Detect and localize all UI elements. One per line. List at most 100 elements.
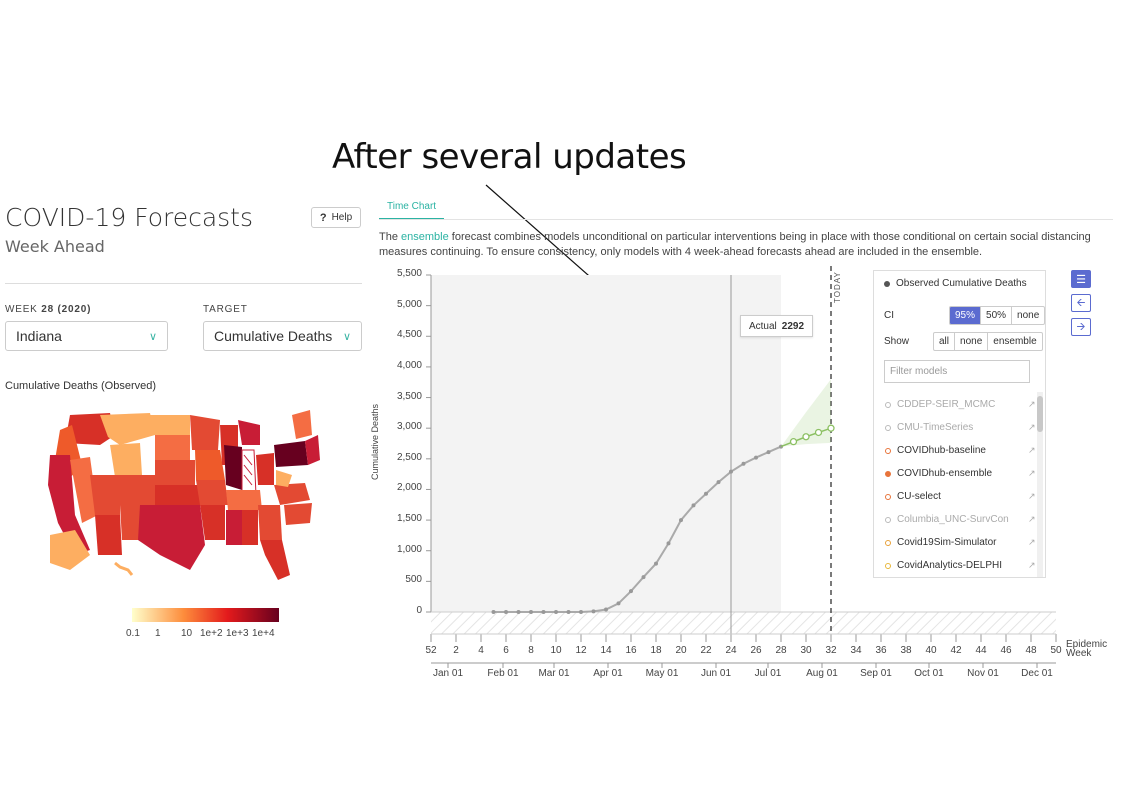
state-region[interactable] [200,505,225,540]
description-text: forecast combines models unconditional o… [379,231,1091,258]
state-region[interactable] [195,450,225,480]
scrollbar-thumb[interactable] [1037,396,1043,432]
state-region-alaska[interactable] [50,530,90,570]
state-region[interactable] [70,457,98,523]
show-button-group: all none ensemble [933,332,1043,351]
today-label: TODAY [833,271,842,303]
state-region-hawaii[interactable] [114,561,134,576]
show-ensemble-button[interactable]: ensemble [993,336,1037,347]
month-tick-label: Oct 01 [914,668,944,679]
model-dot-icon [885,539,891,546]
state-region[interactable] [276,470,292,487]
today-label-wrap: TODAY [833,269,845,309]
x-axis-label: Epidemic Week [1066,639,1108,659]
model-name: CMU-TimeSeries [897,422,974,433]
forecast-point [789,438,798,446]
x-tick-label: 26 [750,645,762,656]
model-item[interactable]: Covid19Sim-Simulator ↗ [885,537,1036,548]
observed-legend[interactable]: Observed Cumulative Deaths [884,278,1027,289]
menu-icon[interactable]: ☰ [1071,270,1091,288]
x-tick-label: 34 [850,645,862,656]
observed-point [691,503,696,508]
show-row: Show all none ensemble [884,332,1043,351]
external-link-icon[interactable]: ↗ [1028,422,1036,432]
state-region[interactable] [190,415,220,450]
external-link-icon[interactable]: ↗ [1028,537,1036,547]
model-item[interactable]: Columbia_UNC-SurvCon ↗ [885,514,1036,525]
x-tick-label: 14 [600,645,612,656]
model-item[interactable]: CMU-TimeSeries ↗ [885,422,1036,433]
state-region[interactable] [260,540,290,580]
state-region[interactable] [155,460,195,485]
y-tick-label: 0 [416,605,422,616]
y-tick-label: 5,000 [396,298,422,310]
state-region[interactable] [226,510,242,545]
state-region[interactable] [256,453,274,485]
observed-point [741,461,746,466]
x-tick-label: 32 [825,645,837,656]
model-item[interactable]: COVIDhub-ensemble ↗ [885,468,1036,479]
state-region[interactable] [274,441,308,467]
external-link-icon[interactable]: ↗ [1028,399,1036,409]
model-item[interactable]: CDDEP-SEIR_MCMC ↗ [885,399,1036,410]
tooltip-value: 2292 [781,320,805,332]
arrow-left-icon[interactable]: 🡨 [1071,294,1091,312]
external-link-icon[interactable]: ↗ [1028,445,1036,455]
state-region[interactable] [48,455,90,555]
month-tick-label: Jan 01 [432,668,464,679]
state-region[interactable] [292,410,312,439]
model-item[interactable]: COVIDhub-baseline ↗ [885,445,1036,456]
help-label: Help [331,212,353,223]
observed-point [729,469,733,474]
state-region[interactable] [305,435,320,465]
model-panel: Observed Cumulative Deaths CI 95% 50% no… [873,270,1046,578]
state-region[interactable] [238,420,260,445]
model-dot-icon [885,447,891,454]
model-item[interactable]: CU-select ↗ [885,491,1036,502]
state-region[interactable] [138,505,205,570]
state-region[interactable] [110,443,142,477]
region-select[interactable]: Indiana ∨ [5,321,168,351]
observed-point [629,589,633,594]
filter-models-input[interactable]: Filter models [884,360,1030,383]
show-none-button[interactable]: none [955,333,989,350]
y-tick-label: 1,000 [396,543,422,555]
state-region[interactable] [120,475,155,505]
description-text: The [379,231,402,243]
external-link-icon[interactable]: ↗ [1028,491,1036,501]
show-all-button[interactable]: all [934,333,956,350]
model-list-scrollbar[interactable] [1037,392,1043,577]
model-item[interactable]: CovidAnalytics-DELPHI ↗ [885,560,1036,571]
state-region[interactable] [90,475,120,515]
ci-95-button[interactable]: 95% [950,307,982,324]
external-link-icon[interactable]: ↗ [1028,560,1036,570]
state-region[interactable] [284,503,312,525]
state-region[interactable] [258,505,282,540]
state-region[interactable] [155,435,190,460]
state-region[interactable] [100,413,155,445]
ci-50-button[interactable]: 50% [981,307,1013,324]
target-select[interactable]: Cumulative Deaths ∨ [203,321,362,351]
y-tick-label: 4,500 [396,329,422,341]
week-label: WEEK [5,304,38,315]
state-region[interactable] [196,480,228,505]
state-region[interactable] [224,445,242,490]
state-region[interactable] [242,510,258,545]
state-region[interactable] [95,515,122,555]
help-button[interactable]: ? Help [311,207,361,228]
arrow-right-icon[interactable]: 🡪 [1071,318,1091,336]
state-region[interactable] [155,485,200,505]
target-value: Cumulative Deaths [214,328,333,344]
y-tick-label: 3,500 [396,390,422,402]
state-region[interactable] [150,415,190,435]
external-link-icon[interactable]: ↗ [1028,468,1036,478]
ci-none-button[interactable]: none [1017,310,1040,321]
external-link-icon[interactable]: ↗ [1028,514,1036,524]
ensemble-link[interactable]: ensemble [401,231,449,243]
state-region[interactable] [226,490,262,510]
observed-dot-icon [884,280,890,287]
state-region[interactable] [274,483,310,505]
us-choropleth-map[interactable] [20,405,330,585]
observed-point [679,518,683,523]
